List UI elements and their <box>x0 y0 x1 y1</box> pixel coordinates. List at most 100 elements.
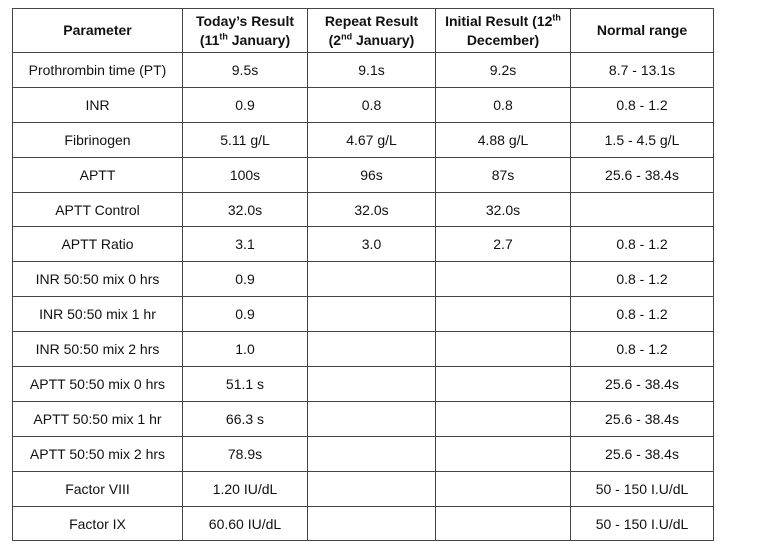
value-cell: 3.1 <box>182 226 308 263</box>
parameter-cell: INR 50:50 mix 1 hr <box>12 296 183 333</box>
value-cell: 0.8 - 1.2 <box>570 226 714 263</box>
table-row: Fibrinogen 5.11 g/L 4.67 g/L 4.88 g/L 1.5 - … <box>12 121 714 158</box>
table-row: Factor IX 60.60 IU/dL 50 - 150 I.U/dL <box>12 505 714 542</box>
value-cell: 4.67 g/L <box>307 121 436 158</box>
value-cell <box>307 400 436 437</box>
table-row: INR 0.9 0.8 0.8 0.8 - 1.2 <box>12 86 714 123</box>
value-cell: 96s <box>307 156 436 193</box>
value-cell: 32.0s <box>182 191 308 228</box>
table-row: APTT 50:50 mix 2 hrs 78.9s 25.6 - 38.4s <box>12 435 714 472</box>
header-row: Parameter Today’s Result (11th January) Re… <box>12 8 714 53</box>
header-text: Normal range <box>596 22 688 38</box>
header-text: January) <box>227 31 291 48</box>
value-cell <box>307 261 436 298</box>
value-cell: 25.6 - 38.4s <box>570 435 714 472</box>
parameter-cell: APTT Ratio <box>12 226 183 263</box>
value-cell <box>570 191 714 228</box>
value-cell <box>435 296 571 333</box>
value-cell: 0.8 - 1.2 <box>570 86 714 123</box>
table-body: Prothrombin time (PT) 9.5s 9.1s 9.2s 8.7 - 1… <box>12 52 714 542</box>
parameter-cell: Prothrombin time (PT) <box>12 52 183 88</box>
value-cell <box>435 435 571 472</box>
header-text: December) <box>466 31 540 48</box>
parameter-cell: APTT 50:50 mix 0 hrs <box>12 366 183 402</box>
value-cell: 1.20 IU/dL <box>182 470 308 507</box>
value-cell: 0.8 - 1.2 <box>570 296 714 333</box>
value-cell: 32.0s <box>307 191 436 228</box>
value-cell <box>307 296 436 333</box>
parameter-cell: APTT <box>12 156 183 193</box>
value-cell <box>307 331 436 368</box>
header-text: January) <box>352 31 415 48</box>
value-cell: 9.5s <box>182 52 308 88</box>
table-row: INR 50:50 mix 1 hr 0.9 0.8 - 1.2 <box>12 296 714 333</box>
header-text: Parameter <box>63 22 132 38</box>
value-cell: 51.1 s <box>182 366 308 402</box>
value-cell: 25.6 - 38.4s <box>570 156 714 193</box>
table-row: INR 50:50 mix 2 hrs 1.0 0.8 - 1.2 <box>12 331 714 368</box>
parameter-cell: APTT Control <box>12 191 183 228</box>
value-cell: 87s <box>435 156 571 193</box>
value-cell: 4.88 g/L <box>435 121 571 158</box>
value-cell: 0.8 - 1.2 <box>570 331 714 368</box>
value-cell <box>435 505 571 542</box>
value-cell: 0.8 <box>307 86 436 123</box>
table-row: APTT Control 32.0s 32.0s 32.0s <box>12 191 714 228</box>
value-cell: 0.9 <box>182 296 308 333</box>
table-row: APTT 100s 96s 87s 25.6 - 38.4s <box>12 156 714 193</box>
value-cell: 5.11 g/L <box>182 121 308 158</box>
value-cell: 0.8 - 1.2 <box>570 261 714 298</box>
parameter-cell: Factor IX <box>12 505 183 542</box>
header-cell: Today’s Result (11th January) <box>182 8 308 53</box>
value-cell <box>307 366 436 402</box>
parameter-cell: INR <box>12 86 183 123</box>
results-table: Parameter Today’s Result (11th January) Re… <box>12 8 714 542</box>
table-row: APTT Ratio 3.1 3.0 2.7 0.8 - 1.2 <box>12 226 714 263</box>
parameter-cell: APTT 50:50 mix 2 hrs <box>12 435 183 472</box>
value-cell <box>307 435 436 472</box>
value-cell: 8.7 - 13.1s <box>570 52 714 88</box>
parameter-cell: APTT 50:50 mix 1 hr <box>12 400 183 437</box>
header-cell: Repeat Result (2nd January) <box>307 8 436 53</box>
header-cell: Normal range <box>570 8 714 53</box>
value-cell: 9.1s <box>307 52 436 88</box>
value-cell: 1.5 - 4.5 g/L <box>570 121 714 158</box>
value-cell <box>435 400 571 437</box>
value-cell: 100s <box>182 156 308 193</box>
value-cell: 1.0 <box>182 331 308 368</box>
value-cell <box>435 261 571 298</box>
value-cell: 32.0s <box>435 191 571 228</box>
value-cell <box>307 470 436 507</box>
value-cell <box>307 505 436 542</box>
value-cell: 50 - 150 I.U/dL <box>570 470 714 507</box>
header-text: Initial Result (12 <box>445 12 553 29</box>
table-row: INR 50:50 mix 0 hrs 0.9 0.8 - 1.2 <box>12 261 714 298</box>
superscript: nd <box>341 30 353 41</box>
value-cell: 60.60 IU/dL <box>182 505 308 542</box>
value-cell <box>435 331 571 368</box>
value-cell: 78.9s <box>182 435 308 472</box>
value-cell <box>435 470 571 507</box>
table-row: APTT 50:50 mix 1 hr 66.3 s 25.6 - 38.4s <box>12 400 714 437</box>
value-cell: 0.9 <box>182 261 308 298</box>
value-cell: 3.0 <box>307 226 436 263</box>
header-text: Today’s Result (11 <box>195 12 295 48</box>
value-cell: 25.6 - 38.4s <box>570 366 714 402</box>
value-cell: 0.8 <box>435 86 571 123</box>
table-row: Prothrombin time (PT) 9.5s 9.1s 9.2s 8.7 - 1… <box>12 52 714 88</box>
parameter-cell: Factor VIII <box>12 470 183 507</box>
header-cell: Parameter <box>12 8 183 53</box>
value-cell: 66.3 s <box>182 400 308 437</box>
table-row: APTT 50:50 mix 0 hrs 51.1 s 25.6 - 38.4s <box>12 366 714 402</box>
parameter-cell: Fibrinogen <box>12 121 183 158</box>
superscript: th <box>219 30 228 41</box>
value-cell <box>435 366 571 402</box>
value-cell: 0.9 <box>182 86 308 123</box>
value-cell: 50 - 150 I.U/dL <box>570 505 714 542</box>
parameter-cell: INR 50:50 mix 0 hrs <box>12 261 183 298</box>
superscript: th <box>552 11 561 22</box>
table-row: Factor VIII 1.20 IU/dL 50 - 150 I.U/dL <box>12 470 714 507</box>
parameter-cell: INR 50:50 mix 2 hrs <box>12 331 183 368</box>
value-cell: 25.6 - 38.4s <box>570 400 714 437</box>
